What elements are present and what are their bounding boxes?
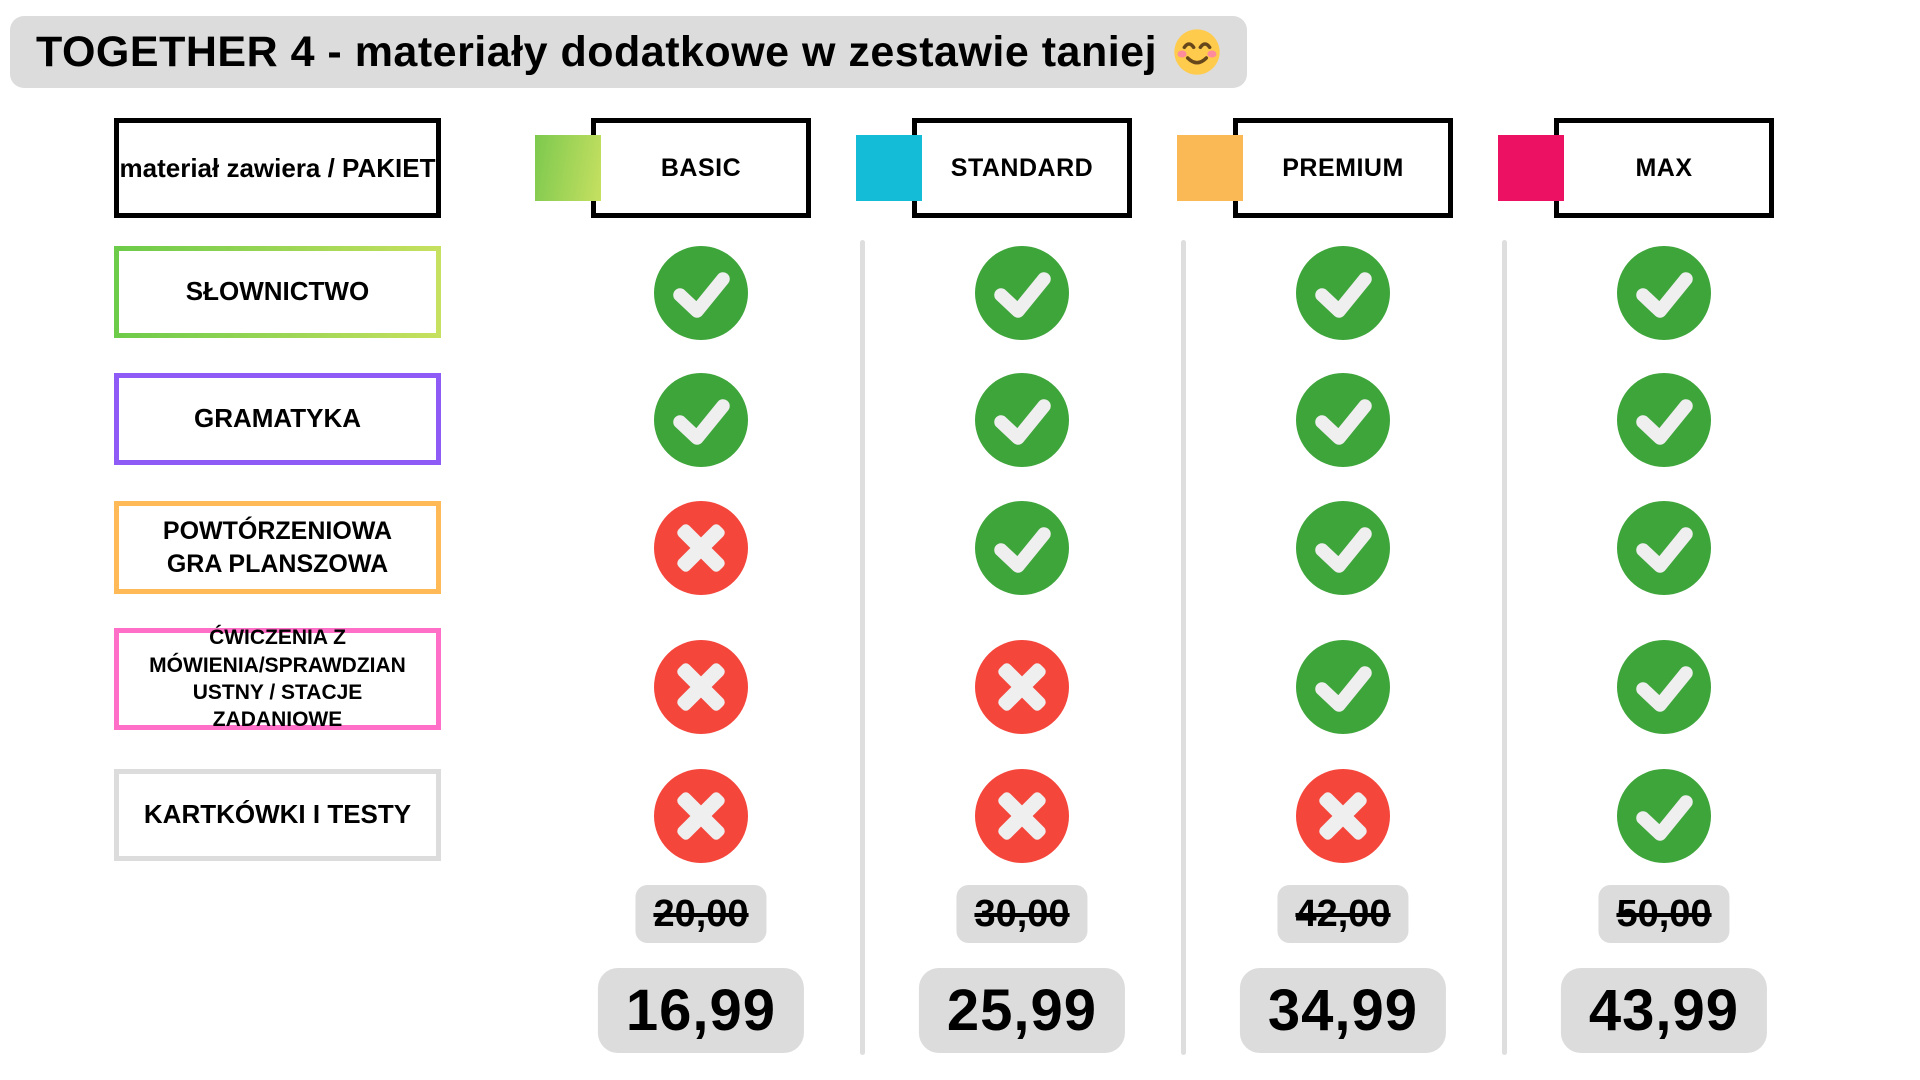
row-label-text: SŁOWNICTWO bbox=[185, 276, 370, 307]
old-price-premium: 42,00 bbox=[1277, 885, 1409, 943]
cross-icon bbox=[654, 501, 748, 595]
old-price-basic: 20,00 bbox=[635, 885, 767, 943]
check-icon bbox=[1296, 373, 1390, 467]
new-price-max: 43,99 bbox=[1560, 968, 1768, 1053]
smiling-face-emoji-icon bbox=[1174, 29, 1220, 75]
premium-color-swatch bbox=[1177, 135, 1243, 201]
package-header-standard: STANDARD bbox=[912, 118, 1132, 218]
row-label-text: POWTÓRZENIOWA GRA PLANSZOWA bbox=[162, 517, 393, 578]
row-label-gramatyka: GRAMATYKA bbox=[114, 373, 441, 465]
package-header-max: MAX bbox=[1554, 118, 1774, 218]
check-icon bbox=[975, 501, 1069, 595]
check-icon bbox=[1296, 501, 1390, 595]
cross-icon bbox=[1296, 769, 1390, 863]
row-label-gra-planszowa: POWTÓRZENIOWA GRA PLANSZOWA bbox=[114, 501, 441, 594]
check-icon bbox=[975, 373, 1069, 467]
standard-color-swatch bbox=[856, 135, 922, 201]
row-label-text: GRAMATYKA bbox=[193, 403, 362, 434]
package-name: MAX bbox=[1635, 153, 1693, 182]
column-divider bbox=[1181, 240, 1186, 1055]
check-icon bbox=[1617, 501, 1711, 595]
corner-header-box: materiał zawiera / PAKIET bbox=[114, 118, 441, 218]
max-color-swatch bbox=[1498, 135, 1564, 201]
new-price-basic: 16,99 bbox=[597, 968, 805, 1053]
package-name: PREMIUM bbox=[1282, 153, 1404, 182]
page-title: TOGETHER 4 - materiały dodatkowe w zesta… bbox=[10, 16, 1248, 88]
check-icon bbox=[1296, 640, 1390, 734]
cross-icon bbox=[654, 769, 748, 863]
package-name: BASIC bbox=[660, 153, 742, 182]
check-icon bbox=[654, 373, 748, 467]
cross-icon bbox=[975, 640, 1069, 734]
cross-icon bbox=[975, 769, 1069, 863]
row-label-text: ĆWICZENIA Z MÓWIENIA/SPRAWDZIAN USTNY / ST… bbox=[149, 626, 406, 732]
column-divider bbox=[1502, 240, 1507, 1055]
package-header-premium: PREMIUM bbox=[1233, 118, 1453, 218]
new-price-premium: 34,99 bbox=[1239, 968, 1447, 1053]
row-label-cwiczenia-mowienia: ĆWICZENIA Z MÓWIENIA/SPRAWDZIAN USTNY / ST… bbox=[114, 626, 441, 731]
cross-icon bbox=[654, 640, 748, 734]
check-icon bbox=[975, 246, 1069, 340]
check-icon bbox=[1617, 769, 1711, 863]
check-icon bbox=[1617, 373, 1711, 467]
old-price-standard: 30,00 bbox=[956, 885, 1088, 943]
package-name: STANDARD bbox=[950, 153, 1094, 182]
check-icon bbox=[1296, 246, 1390, 340]
page-title-text: TOGETHER 4 - materiały dodatkowe w zesta… bbox=[36, 27, 1158, 76]
column-divider bbox=[860, 240, 865, 1055]
check-icon bbox=[1617, 246, 1711, 340]
row-label-kartkowki-testy: KARTKÓWKI I TESTY bbox=[114, 769, 441, 861]
row-label-text: KARTKÓWKI I TESTY bbox=[143, 799, 412, 830]
check-icon bbox=[1617, 640, 1711, 734]
check-icon bbox=[654, 246, 748, 340]
row-label-slownictwo: SŁOWNICTWO bbox=[114, 246, 441, 338]
package-header-basic: BASIC bbox=[591, 118, 811, 218]
basic-color-swatch bbox=[535, 135, 601, 201]
corner-header-label: materiał zawiera / PAKIET bbox=[119, 152, 436, 183]
old-price-max: 50,00 bbox=[1598, 885, 1730, 943]
new-price-standard: 25,99 bbox=[918, 968, 1126, 1053]
